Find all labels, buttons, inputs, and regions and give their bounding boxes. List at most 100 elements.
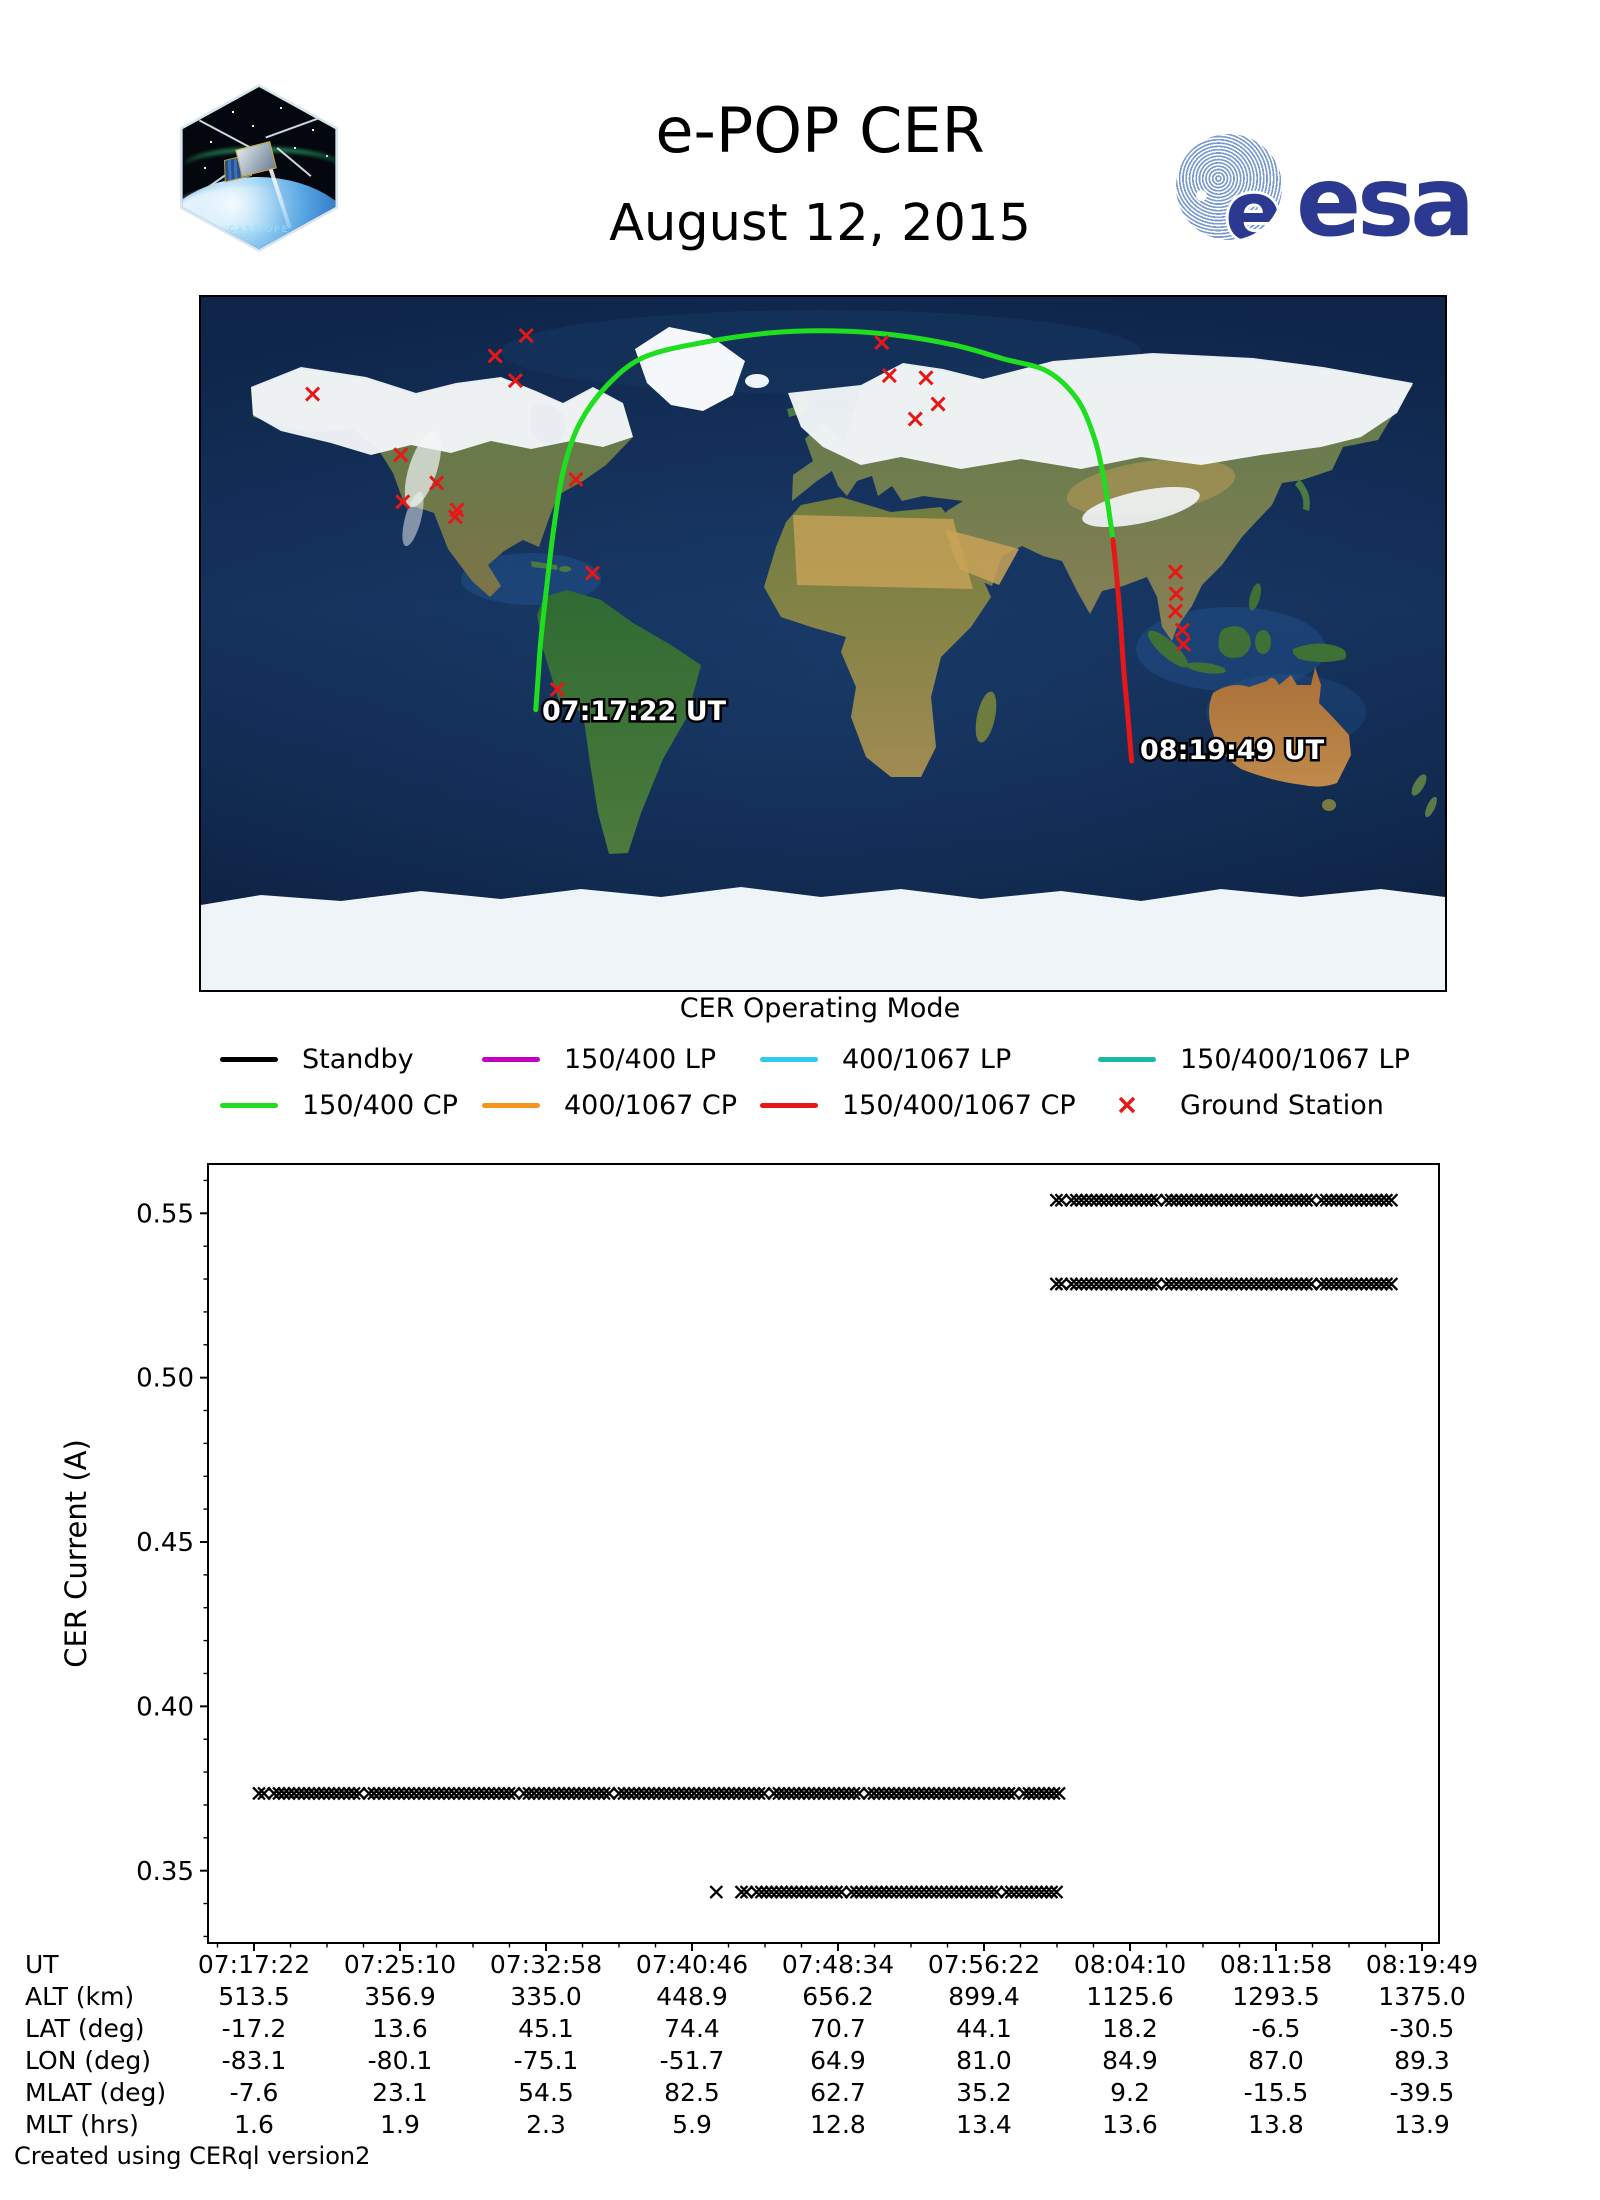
y-tick-label: 0.55 xyxy=(136,1199,194,1229)
table-row-label-lon-deg: LON (deg) xyxy=(25,2046,151,2075)
legend-item-150-400-1067-cp: 150/400/1067 CP xyxy=(760,1082,1098,1128)
table-cell: -15.5 xyxy=(1243,2078,1309,2107)
continent-australia xyxy=(1209,667,1351,787)
table-cell: 9.2 xyxy=(1110,2078,1150,2107)
ground-station-marker xyxy=(395,494,411,510)
ground-station-marker xyxy=(507,372,524,389)
table-cell: 656.2 xyxy=(802,1982,874,2011)
continent-south-america xyxy=(537,590,701,854)
ground-station-marker xyxy=(930,396,946,412)
world-map-svg: 07:17:22 UT 08:19:49 UT xyxy=(201,297,1445,990)
track-segment-150-400-1067-cp xyxy=(1110,537,1135,764)
scatter-band-0.554 xyxy=(1049,1193,1399,1208)
snow-and-ice xyxy=(201,327,1445,990)
table-cell: 18.2 xyxy=(1102,2014,1158,2043)
island-new-guinea xyxy=(1292,643,1347,662)
table-cell: -17.2 xyxy=(221,2014,287,2043)
table-cell: 70.7 xyxy=(810,2014,866,2043)
island-tasmania xyxy=(1322,799,1336,811)
track-segment-150-400-cp xyxy=(533,328,1116,713)
table-cell: 1.6 xyxy=(234,2110,274,2139)
table-cell: 335.0 xyxy=(510,1982,582,2011)
satellite-ground-track xyxy=(533,328,1135,764)
esa-emblem-letter: e xyxy=(1225,163,1282,240)
esa-logo: e esa xyxy=(1176,128,1476,250)
table-row-label-alt-km: ALT (km) xyxy=(25,1982,135,2011)
ground-station-marker xyxy=(1167,603,1184,619)
table-cell: 5.9 xyxy=(672,2110,712,2139)
snow-rockies-south xyxy=(402,491,424,547)
table-cell: 64.9 xyxy=(810,2046,866,2075)
chart-axes: 0.35 0.40 0.45 0.50 0.55 xyxy=(136,1163,1440,1951)
legend-item-400-1067-lp: 400/1067 LP xyxy=(760,1036,1098,1082)
y-tick-label: 0.40 xyxy=(136,1692,194,1722)
table-cell: -51.7 xyxy=(659,2046,725,2075)
island-hispaniola xyxy=(559,566,571,572)
iceland xyxy=(745,374,769,388)
table-cell: 45.1 xyxy=(518,2014,574,2043)
table-cell: 356.9 xyxy=(364,1982,436,2011)
table-cell: 08:04:10 xyxy=(1073,1950,1187,1979)
legend-item-150-400-cp: 150/400 CP xyxy=(220,1082,482,1128)
page-title: e-POP CER xyxy=(655,94,985,167)
legend-item-ground-station: Ground Station xyxy=(1098,1082,1418,1128)
table-cell: -30.5 xyxy=(1389,2014,1455,2043)
esa-wordmark: esa xyxy=(1296,146,1475,258)
table-cell: 07:40:46 xyxy=(635,1950,749,1979)
track-end-time-label: 08:19:49 UT xyxy=(1140,735,1325,766)
table-cell: 44.1 xyxy=(956,2014,1012,2043)
table-cell: 74.4 xyxy=(664,2014,720,2043)
table-cell: -7.6 xyxy=(229,2078,279,2107)
table-cell: 448.9 xyxy=(656,1982,728,2011)
island-new-zealand-s xyxy=(1425,796,1437,818)
table-cell: -6.5 xyxy=(1251,2014,1301,2043)
legend-line-swatch xyxy=(760,1102,818,1108)
table-cell: 84.9 xyxy=(1102,2046,1158,2075)
ground-station-marker xyxy=(447,509,463,525)
table-cell: 2.3 xyxy=(526,2110,566,2139)
legend-line-swatch xyxy=(482,1056,540,1062)
table-cell: 23.1 xyxy=(372,2078,428,2107)
table-cell: -39.5 xyxy=(1389,2078,1455,2107)
table-cell: 81.0 xyxy=(956,2046,1012,2075)
ground-station-marker xyxy=(305,386,321,402)
ground-station-marker xyxy=(1168,586,1184,602)
ground-station-marker xyxy=(907,411,923,427)
legend-line-swatch xyxy=(220,1056,278,1062)
table-cell: 54.5 xyxy=(518,2078,574,2107)
ground-station-marker xyxy=(429,475,445,491)
table-cell: 13.4 xyxy=(956,2110,1012,2139)
y-axis-label: CER Current (A) xyxy=(59,1439,93,1668)
greenland xyxy=(635,327,745,411)
table-cell: 899.4 xyxy=(948,1982,1020,2011)
table-cell: -75.1 xyxy=(513,2046,579,2075)
page-subtitle-date: August 12, 2015 xyxy=(609,194,1031,253)
esa-emblem-icon: e xyxy=(1176,134,1282,240)
island-new-zealand-n xyxy=(1411,774,1427,796)
ground-station-marker xyxy=(1175,636,1191,652)
legend-label: Ground Station xyxy=(1180,1089,1384,1121)
ground-station-marker xyxy=(584,565,601,581)
footer-credit: Created using CERql version2 xyxy=(14,2142,371,2170)
legend-label: 150/400 CP xyxy=(302,1089,458,1121)
legend-label: 150/400/1067 LP xyxy=(1180,1043,1410,1075)
scatter-band-0.3435 xyxy=(709,1885,1064,1899)
ground-station-marker xyxy=(568,471,584,488)
table-cell: 07:17:22 xyxy=(197,1950,311,1979)
track-start-time-label: 07:17:22 UT xyxy=(542,696,727,727)
table-cell: 1.9 xyxy=(380,2110,420,2139)
legend-item-standby: Standby xyxy=(220,1036,482,1082)
cer-current-data xyxy=(252,1193,1399,1899)
desert-arabia xyxy=(945,529,1019,585)
table-cell: 12.8 xyxy=(810,2110,866,2139)
table-row-label-lat-deg: LAT (deg) xyxy=(25,2014,145,2043)
ground-station-marker xyxy=(874,334,890,350)
legend-item-400-1067-cp: 400/1067 CP xyxy=(482,1082,760,1128)
table-cell: 13.6 xyxy=(372,2014,428,2043)
snow-eurasia xyxy=(788,353,1413,469)
ground-station-markers xyxy=(305,327,1191,697)
island-philippines xyxy=(1248,583,1262,611)
island-sulawesi xyxy=(1255,630,1271,654)
ground-station-marker xyxy=(518,327,534,344)
legend-title: CER Operating Mode xyxy=(679,993,961,1024)
